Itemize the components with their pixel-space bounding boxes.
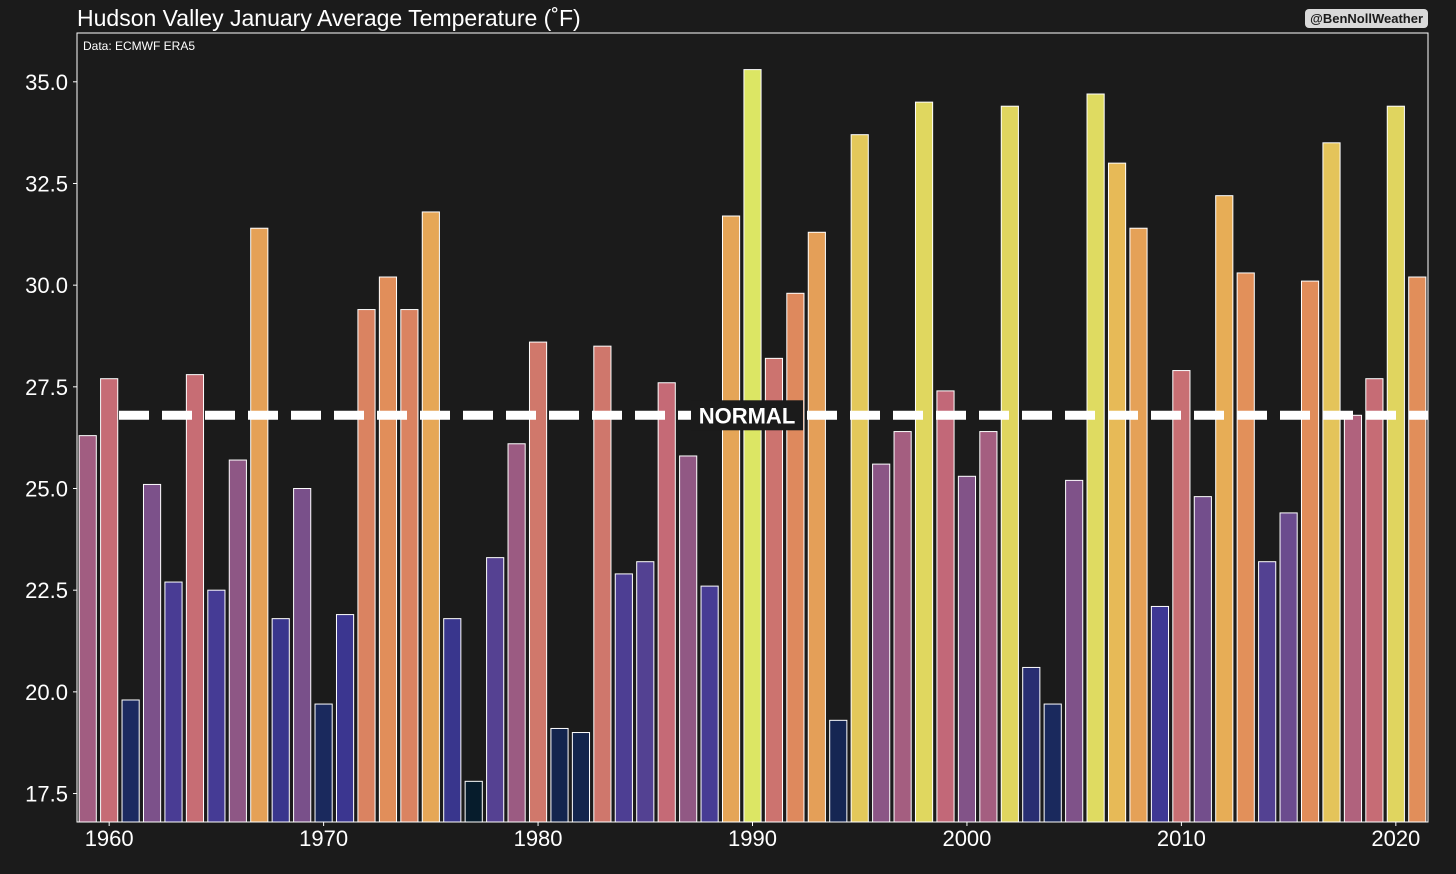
normal-line-group: NORMAL — [119, 400, 1428, 431]
x-tick-label: 2020 — [1371, 826, 1420, 851]
bar-1985 — [636, 561, 655, 823]
y-tick-label: 20.0 — [25, 680, 68, 705]
bar-2002 — [1000, 105, 1019, 823]
bar-2007 — [1107, 162, 1127, 823]
bar-1977 — [464, 780, 483, 823]
y-tick-label: 27.5 — [25, 375, 68, 400]
bar-2000 — [957, 475, 977, 823]
bar-1999 — [936, 390, 955, 823]
bar-2020 — [1386, 105, 1405, 823]
x-tick-label: 2000 — [942, 826, 991, 851]
bar-2006 — [1086, 93, 1105, 823]
bar-1993 — [807, 231, 826, 823]
bar-1974 — [400, 309, 419, 823]
bar-1991 — [764, 357, 784, 823]
bar-1969 — [293, 488, 312, 823]
bar-2011 — [1193, 496, 1212, 823]
bar-2016 — [1300, 280, 1320, 823]
bar-1998 — [914, 101, 934, 823]
bar-2017 — [1322, 142, 1341, 823]
bar-1960 — [100, 378, 119, 823]
x-axis: 1960 1970 1980 1990 2000 2010 2020 — [85, 822, 1420, 851]
y-tick-label: 32.5 — [25, 171, 68, 196]
bar-1983 — [593, 345, 612, 823]
y-tick-label: 25.0 — [25, 477, 68, 502]
bar-1976 — [443, 618, 462, 823]
bar-1963 — [164, 581, 183, 823]
bar-1994 — [829, 719, 848, 823]
bar-1988 — [700, 585, 719, 823]
bar-2019 — [1365, 378, 1384, 823]
bar-2003 — [1022, 666, 1041, 823]
bar-1978 — [486, 557, 505, 823]
bar-1996 — [872, 463, 891, 823]
bar-1959 — [78, 435, 97, 823]
normal-label-background — [691, 400, 803, 431]
bar-1986 — [657, 382, 676, 823]
bar-1968 — [271, 618, 290, 823]
bar-2012 — [1215, 195, 1234, 823]
x-tick-label: 1990 — [728, 826, 777, 851]
bar-2014 — [1258, 561, 1277, 823]
bar-2013 — [1236, 272, 1255, 823]
bar-1981 — [550, 727, 569, 823]
credit-badge: @BenNollWeather — [1305, 9, 1428, 28]
bar-2015 — [1279, 512, 1298, 823]
bar-1972 — [357, 309, 376, 823]
bar-2005 — [1065, 479, 1084, 823]
y-axis: 17.5 20.0 22.5 25.0 27.5 30.0 32.5 35.0 — [25, 70, 77, 807]
x-tick-label: 1960 — [85, 826, 134, 851]
bar-1987 — [679, 455, 698, 823]
bar-2008 — [1129, 227, 1148, 823]
bar-1989 — [721, 215, 741, 823]
bar-1967 — [250, 227, 269, 823]
y-tick-label: 35.0 — [25, 70, 68, 95]
bar-2010 — [1172, 370, 1191, 823]
bar-2018 — [1343, 414, 1363, 823]
y-tick-label: 22.5 — [25, 578, 68, 603]
bar-1982 — [571, 732, 591, 823]
normal-label: NORMAL — [699, 403, 796, 428]
bar-1979 — [507, 443, 526, 823]
bar-2001 — [979, 431, 998, 823]
y-tick-label: 30.0 — [25, 273, 68, 298]
bar-1997 — [893, 431, 912, 823]
bar-1990 — [743, 69, 762, 823]
bar-2009 — [1150, 605, 1170, 823]
source-note: Data: ECMWF ERA5 — [83, 39, 195, 53]
bar-1992 — [786, 292, 805, 823]
x-tick-label: 2010 — [1157, 826, 1206, 851]
bar-1973 — [378, 276, 398, 823]
bar-1995 — [850, 134, 869, 823]
bar-1962 — [142, 483, 162, 823]
bar-1984 — [614, 573, 633, 823]
bar-2004 — [1043, 703, 1062, 823]
bar-1964 — [185, 374, 205, 823]
bar-1970 — [314, 703, 333, 823]
bar-1965 — [207, 589, 226, 823]
bar-1975 — [421, 211, 440, 823]
bar-1961 — [121, 699, 140, 823]
bar-1971 — [335, 614, 355, 823]
x-tick-label: 1970 — [299, 826, 348, 851]
x-tick-label: 1980 — [514, 826, 563, 851]
chart-title: Hudson Valley January Average Temperatur… — [77, 5, 581, 31]
bar-1966 — [228, 459, 247, 823]
bar-2021 — [1408, 276, 1427, 823]
y-tick-label: 17.5 — [25, 782, 68, 807]
